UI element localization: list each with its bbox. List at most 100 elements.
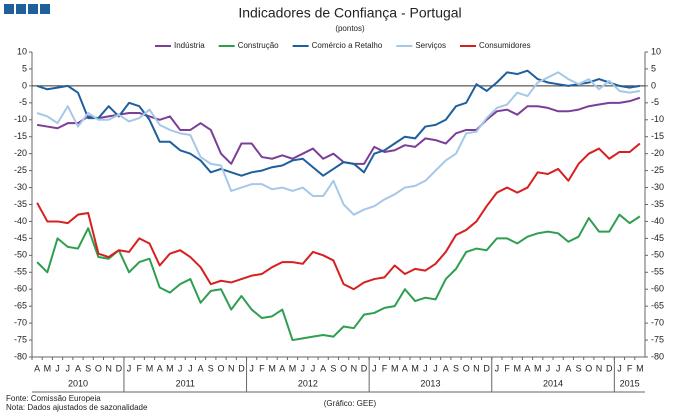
x-tick-label: N xyxy=(473,363,480,373)
x-tick-label: D xyxy=(238,363,245,373)
x-tick-label: O xyxy=(218,363,225,373)
y2-tick-label: -20 xyxy=(651,148,664,158)
x-tick-label: J xyxy=(546,363,551,373)
x-tick-label: J xyxy=(495,363,500,373)
y-tick-label: -70 xyxy=(14,317,27,327)
x-tick-label: M xyxy=(411,363,419,373)
y-tick-label: -50 xyxy=(14,250,27,260)
legend-label: Serviços xyxy=(415,41,446,50)
y2-tick-label: -5 xyxy=(651,97,659,107)
x-tick-label: O xyxy=(95,363,102,373)
chart-title: Indicadores de Confiança - Portugal xyxy=(238,5,461,21)
y-tick-label: -35 xyxy=(14,199,27,209)
x-tick-label: S xyxy=(453,363,459,373)
year-label: 2012 xyxy=(298,378,318,388)
y-tick-label: 0 xyxy=(22,80,27,90)
x-tick-label: M xyxy=(514,363,522,373)
y2-tick-label: -40 xyxy=(651,216,664,226)
x-tick-label: D xyxy=(361,363,368,373)
x-tick-label: J xyxy=(249,363,254,373)
note: Nota: Dados ajustados de sazonalidade xyxy=(6,403,148,412)
y2-tick-label: -30 xyxy=(651,182,664,192)
x-tick-label: M xyxy=(289,363,297,373)
series-line xyxy=(36,213,641,342)
x-tick-label: A xyxy=(279,363,285,373)
x-tick-label: M xyxy=(391,363,399,373)
x-tick-label: M xyxy=(44,363,52,373)
x-tick-label: J xyxy=(617,363,622,373)
x-tick-label: J xyxy=(556,363,561,373)
y2-tick-label: -60 xyxy=(651,284,664,294)
legend-label: Indústria xyxy=(174,41,205,50)
y-tick-label: -65 xyxy=(14,301,27,311)
x-tick-label: S xyxy=(576,363,582,373)
x-tick-label: M xyxy=(166,363,174,373)
x-tick-label: M xyxy=(534,363,542,373)
y2-tick-label: -55 xyxy=(651,267,664,277)
y-tick-label: -75 xyxy=(14,334,27,344)
x-tick-label: M xyxy=(636,363,644,373)
series-line xyxy=(36,69,641,177)
y-tick-label: 5 xyxy=(22,63,27,73)
x-tick-label: A xyxy=(320,363,326,373)
x-tick-label: F xyxy=(137,363,143,373)
x-tick-label: J xyxy=(433,363,438,373)
source: Fonte: Comissão Europeia xyxy=(6,394,101,403)
y2-tick-label: -35 xyxy=(651,199,664,209)
x-tick-label: A xyxy=(565,363,571,373)
x-tick-label: S xyxy=(85,363,91,373)
y2-tick-label: -10 xyxy=(651,114,664,124)
x-tick-label: J xyxy=(188,363,193,373)
year-label: 2015 xyxy=(620,378,640,388)
x-tick-label: J xyxy=(66,363,71,373)
y-tick-label: -15 xyxy=(14,131,27,141)
y2-tick-label: -80 xyxy=(651,351,664,361)
year-label: 2014 xyxy=(543,378,563,388)
x-tick-label: N xyxy=(105,363,112,373)
y-tick-label: -60 xyxy=(14,284,27,294)
y-tick-label: 10 xyxy=(17,46,27,56)
y2-tick-label: -70 xyxy=(651,317,664,327)
x-tick-label: D xyxy=(606,363,613,373)
legend-label: Comércio a Retalho xyxy=(312,41,383,50)
y-tick-label: -25 xyxy=(14,165,27,175)
y-tick-label: -5 xyxy=(19,97,27,107)
x-tick-label: F xyxy=(504,363,510,373)
credit: (Gráfico: GEE) xyxy=(324,399,377,408)
x-tick-label: A xyxy=(157,363,163,373)
year-label: 2010 xyxy=(68,378,88,388)
x-tick-label: A xyxy=(75,363,81,373)
x-tick-label: M xyxy=(268,363,276,373)
chart-subtitle: (pontos) xyxy=(335,24,365,33)
y-tick-label: -40 xyxy=(14,216,27,226)
x-tick-label: A xyxy=(34,363,40,373)
y2-tick-label: 5 xyxy=(651,63,656,73)
x-tick-label: J xyxy=(178,363,183,373)
x-tick-label: J xyxy=(311,363,316,373)
x-tick-label: F xyxy=(382,363,388,373)
x-tick-label: A xyxy=(198,363,204,373)
x-tick-label: J xyxy=(423,363,428,373)
x-tick-label: F xyxy=(627,363,633,373)
x-tick-label: A xyxy=(525,363,531,373)
logo xyxy=(4,4,50,14)
y-tick-label: -20 xyxy=(14,148,27,158)
x-tick-label: J xyxy=(127,363,132,373)
x-tick-label: J xyxy=(55,363,60,373)
y-tick-label: -55 xyxy=(14,267,27,277)
y-tick-label: -80 xyxy=(14,351,27,361)
x-tick-label: O xyxy=(340,363,347,373)
y2-tick-label: -15 xyxy=(651,131,664,141)
year-label: 2011 xyxy=(176,378,195,388)
y2-tick-label: 10 xyxy=(651,46,661,56)
y2-tick-label: -50 xyxy=(651,250,664,260)
legend-label: Construção xyxy=(238,41,279,50)
x-tick-label: O xyxy=(585,363,592,373)
y2-tick-label: -65 xyxy=(651,301,664,311)
y2-tick-label: 0 xyxy=(651,80,656,90)
y-tick-label: -45 xyxy=(14,233,27,243)
x-tick-label: J xyxy=(372,363,377,373)
year-label: 2013 xyxy=(420,378,440,388)
y2-tick-label: -45 xyxy=(651,233,664,243)
